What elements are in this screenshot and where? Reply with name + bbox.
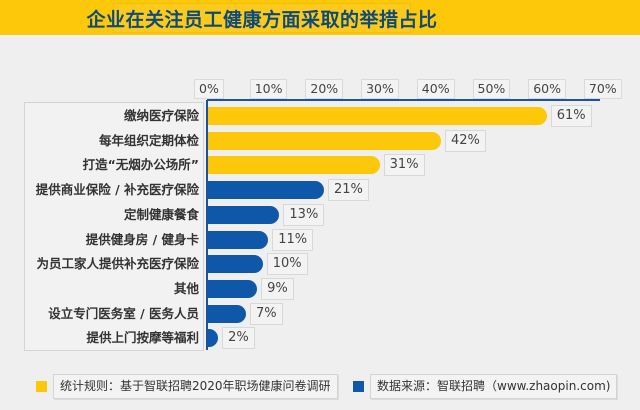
category-label: 每年组织定期体检 [98, 132, 199, 148]
value-label: 42% [444, 129, 486, 152]
x-tick-label: 20% [305, 79, 344, 99]
value-label: 13% [283, 203, 325, 226]
x-tick-label: 40% [416, 79, 455, 99]
legend-item-data-source: 数据来源：智联招聘（www.zhaopin.com) [353, 374, 618, 399]
bar-row: 其他 9% [0, 277, 640, 301]
bar [207, 304, 246, 323]
category-label: 其他 [173, 280, 199, 296]
bar-row: 提供上门按摩等福利 2% [0, 326, 640, 350]
title-box: 企业在关注员工健康方面采取的举措占比 [87, 3, 437, 33]
legend-item-stat-rule: 统计规则：基于智联招聘2020年职场健康问卷调研 [36, 374, 338, 399]
bar [207, 156, 380, 175]
category-label: 设立专门医务室 / 医务人员 [48, 305, 199, 321]
bar-row: 提供商业保险 / 补充医疗保险 21% [0, 178, 640, 202]
category-label: 为员工家人提供补充医疗保险 [36, 256, 199, 272]
x-tick-label: 70% [583, 79, 622, 99]
chart-title: 企业在关注员工健康方面采取的举措占比 [86, 8, 438, 31]
bar-row: 为员工家人提供补充医疗保险 10% [0, 252, 640, 276]
y-axis-line [206, 100, 208, 350]
bar-row: 打造“无烟办公场所” 31% [0, 153, 640, 177]
yellow-swatch-icon [36, 381, 47, 392]
value-label: 31% [383, 154, 425, 177]
bar-row: 缴纳医疗保险 61% [0, 104, 640, 128]
bar [207, 107, 547, 125]
value-label: 11% [272, 228, 314, 251]
bar [207, 181, 324, 200]
legend-text: 统计规则：基于智联招聘2020年职场健康问卷调研 [53, 374, 338, 399]
value-label: 7% [249, 302, 283, 325]
value-label: 9% [261, 277, 294, 300]
category-label: 提供商业保险 / 补充医疗保险 [35, 182, 199, 198]
bar [207, 131, 441, 150]
bar [207, 255, 263, 274]
bar [207, 230, 269, 249]
value-label: 21% [327, 179, 369, 202]
x-axis-line [207, 99, 600, 101]
category-label-panel [24, 102, 204, 351]
x-tick-label: 50% [472, 79, 511, 99]
legend-text: 数据来源：智联招聘（www.zhaopin.com) [370, 374, 618, 399]
bar [207, 279, 258, 298]
x-tick-label: 0% [194, 79, 224, 99]
value-label: 10% [266, 253, 308, 276]
category-label: 缴纳医疗保险 [123, 108, 199, 123]
bar-row: 每年组织定期体检 42% [0, 129, 640, 153]
category-label: 提供上门按摩等福利 [86, 330, 199, 346]
bar [207, 329, 219, 348]
bar-row: 定制健康餐食 13% [0, 203, 640, 227]
bar-row: 提供健身房 / 健身卡 11% [0, 228, 640, 252]
x-tick-label: 10% [249, 79, 288, 99]
bar-row: 设立专门医务室 / 医务人员 7% [0, 302, 640, 326]
value-label: 61% [550, 105, 592, 127]
category-label: 提供健身房 / 健身卡 [85, 231, 199, 247]
category-label: 定制健康餐食 [123, 206, 199, 222]
category-label: 打造“无烟办公场所” [82, 157, 199, 173]
blue-swatch-icon [353, 381, 364, 392]
value-label: 2% [222, 327, 255, 350]
x-tick-label: 60% [528, 79, 566, 99]
x-tick-label: 30% [361, 79, 399, 99]
bar [207, 205, 280, 224]
title-banner: 企业在关注员工健康方面采取的举措占比 [0, 0, 640, 35]
